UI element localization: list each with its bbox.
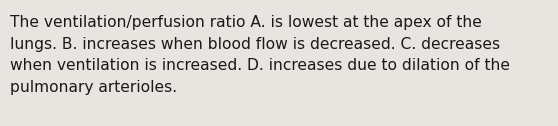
Text: The ventilation/perfusion ratio A. is lowest at the apex of the
lungs. B. increa: The ventilation/perfusion ratio A. is lo… [10, 15, 510, 95]
